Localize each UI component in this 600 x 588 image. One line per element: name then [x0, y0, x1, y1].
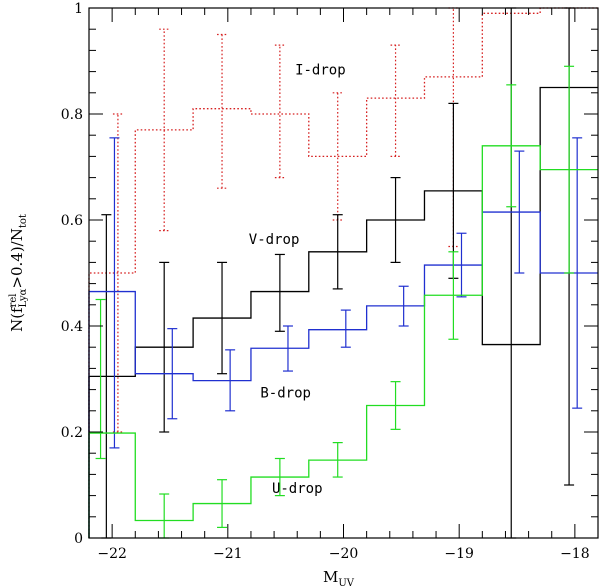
y-tick-label: 1: [74, 1, 83, 17]
series-label-layer: I-drop V-drop B-drop U-drop: [249, 62, 346, 497]
error-bar: [217, 261, 228, 375]
error-bar: [572, 137, 583, 409]
error-bar: [506, 84, 517, 208]
y-axis-label-text: N(f: [8, 306, 26, 332]
series-label-i-drop: I-drop: [295, 62, 346, 78]
error-bar: [109, 137, 120, 449]
error-bar: [448, 251, 459, 340]
series-b-drop: [88, 137, 598, 538]
tick-layer: −22 −21 −20 −19 −18 0 0.2 0.4 0.6 0.8 1: [61, 1, 599, 562]
error-bar: [564, 65, 575, 274]
series-step-line-u-drop: [88, 145, 598, 538]
error-bar: [398, 285, 409, 327]
x-axis-label-sub: UV: [338, 578, 354, 588]
y-axis-label-sup: rel: [8, 293, 19, 307]
error-bar: [274, 253, 285, 332]
x-tick-label: −20: [329, 546, 359, 562]
plot-frame: [88, 7, 599, 539]
error-bar: [159, 493, 170, 539]
y-tick-label: 0.6: [61, 213, 83, 229]
series-label-b-drop: B-drop: [260, 386, 311, 402]
series-layer: [88, 7, 598, 539]
x-tick-label: −22: [97, 546, 127, 562]
error-bar: [282, 325, 293, 372]
x-axis-label: MUV: [323, 568, 355, 588]
error-bar: [159, 261, 170, 433]
error-bar: [112, 113, 123, 433]
error-bar: [95, 298, 106, 460]
x-tick-label: −18: [560, 546, 590, 562]
y-axis-label-sub: Lyα: [18, 288, 29, 307]
error-bar: [274, 457, 285, 497]
y-axis-label: N(frelLyα>0.4)/Ntot: [8, 214, 29, 332]
y-tick-label: 0.8: [61, 107, 83, 123]
error-bar: [225, 349, 236, 412]
error-bar: [456, 232, 467, 298]
error-bar: [274, 44, 285, 179]
error-bar: [332, 214, 343, 290]
y-axis-label-sub2: tot: [18, 214, 29, 228]
error-bar: [217, 33, 228, 189]
error-bar: [167, 328, 178, 420]
error-bar: [514, 150, 525, 274]
series-label-u-drop: U-drop: [272, 481, 323, 497]
error-bar: [332, 442, 343, 478]
y-tick-label: 0.2: [61, 425, 83, 441]
error-bar: [390, 381, 401, 430]
error-bar: [340, 309, 351, 348]
series-u-drop: [88, 65, 598, 539]
error-bar: [390, 44, 401, 157]
y-tick-label: 0.4: [61, 319, 83, 335]
series-step-line-b-drop: [88, 211, 598, 538]
error-bar: [390, 177, 401, 263]
series-step-line-v-drop: [88, 86, 598, 538]
y-tick-label: 0: [74, 531, 83, 547]
x-axis-label-main: M: [323, 568, 338, 586]
x-tick-label: −19: [444, 546, 474, 562]
y-axis-label-rest: >0.4)/N: [8, 228, 26, 288]
error-bar: [217, 479, 228, 529]
error-bar: [159, 28, 170, 232]
series-step-line-i-drop: [88, 7, 598, 538]
series-label-v-drop: V-drop: [249, 232, 300, 248]
x-tick-label: −21: [213, 546, 243, 562]
